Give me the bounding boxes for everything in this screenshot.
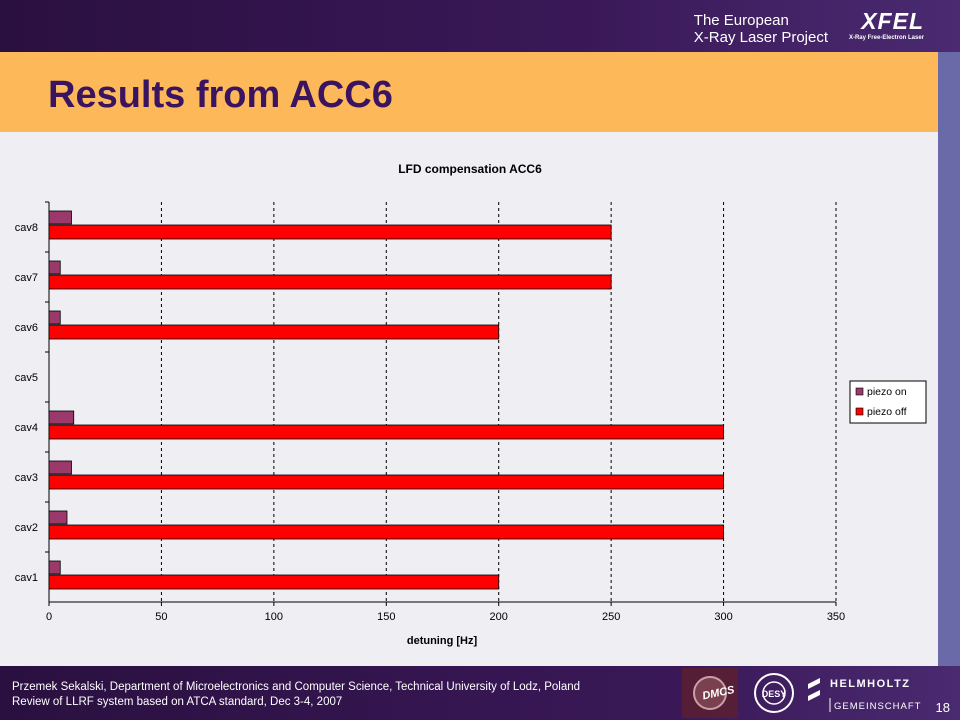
chart-legend: piezo on piezo off <box>849 380 927 424</box>
xfel-logo: XFEL X-Ray Free-Electron Laser <box>836 8 924 44</box>
x-tick-label: 350 <box>827 611 845 623</box>
bar-piezo-on <box>48 210 72 225</box>
footer-line-1: Przemek Sekalski, Department of Microele… <box>12 681 581 693</box>
dmcs-logo: DMCS <box>682 668 738 718</box>
x-tick-label: 0 <box>46 611 52 623</box>
helmholtz-logo: HELMHOLTZ GEMEINSCHAFT <box>808 678 921 712</box>
partner-logos: DMCS DESY HELMHOLTZ GEMEINSCHAFT <box>682 668 921 718</box>
gemeinschaft-logo-text: GEMEINSCHAFT <box>834 701 921 712</box>
title-bar <box>0 52 938 132</box>
org-line-2: X-Ray Laser Project <box>693 29 828 46</box>
bar-piezo-off <box>48 474 724 490</box>
y-tick-label: cav4 <box>15 422 38 434</box>
desy-logo-text: DESY <box>762 689 787 699</box>
x-tick-label: 50 <box>155 611 167 623</box>
bar-piezo-off <box>48 424 724 440</box>
bar-piezo-off <box>48 324 500 340</box>
bar-piezo-off <box>48 274 612 290</box>
page-number: 18 <box>935 700 950 715</box>
x-tick-label: 100 <box>265 611 283 623</box>
helmholtz-logo-text: HELMHOLTZ <box>830 678 911 690</box>
legend-swatch-piezo-off <box>855 407 864 416</box>
xfel-logo-subtext: X-Ray Free-Electron Laser <box>848 35 924 41</box>
slide-title: Results from ACC6 <box>48 74 393 116</box>
x-tick-label: 250 <box>602 611 620 623</box>
right-accent-strip <box>938 52 960 666</box>
y-tick-label: cav6 <box>15 322 38 334</box>
lfd-bar-chart: LFD compensation ACC6 0 50 100 150 200 250 300… <box>15 162 927 647</box>
desy-logo: DESY <box>754 673 794 713</box>
legend-label-piezo-off: piezo off <box>867 406 907 418</box>
x-tick-label: 200 <box>490 611 508 623</box>
chart-title: LFD compensation ACC6 <box>398 162 542 176</box>
y-tick-label: cav7 <box>15 272 38 284</box>
footer-text: Przemek Sekalski, Department of Microele… <box>12 680 580 710</box>
bar-piezo-off <box>48 224 612 240</box>
bar-piezo-on <box>48 310 61 325</box>
plot-layer: 0 50 100 150 200 250 300 350 cav1 cav2 cav3 cav4 cav… <box>15 201 845 623</box>
x-tick-label: 150 <box>377 611 395 623</box>
bar-piezo-off <box>48 524 724 540</box>
y-tick-label: cav5 <box>15 372 38 384</box>
footer-line-2: Review of LLRF system based on ATCA stan… <box>12 696 343 708</box>
bar-piezo-on <box>48 510 68 525</box>
legend-swatch-piezo-on <box>855 387 864 396</box>
organization-name: The European X-Ray Laser Project <box>694 12 828 46</box>
xfel-logo-text: XFEL <box>861 8 924 34</box>
y-tick-label: cav8 <box>15 222 38 234</box>
footer-bar <box>0 666 960 720</box>
x-tick-label: 300 <box>714 611 732 623</box>
bar-piezo-on <box>48 560 61 575</box>
bar-piezo-on <box>48 460 72 475</box>
bar-piezo-on <box>48 410 75 425</box>
y-tick-label: cav3 <box>15 472 38 484</box>
bar-piezo-on <box>48 260 61 275</box>
legend-label-piezo-on: piezo on <box>867 386 907 398</box>
org-line-1: The European <box>693 12 789 29</box>
y-tick-label: cav1 <box>15 572 38 584</box>
y-tick-label: cav2 <box>15 522 38 534</box>
bar-piezo-off <box>48 574 500 590</box>
header-bar <box>0 0 960 52</box>
x-axis-label: detuning [Hz] <box>407 635 478 647</box>
